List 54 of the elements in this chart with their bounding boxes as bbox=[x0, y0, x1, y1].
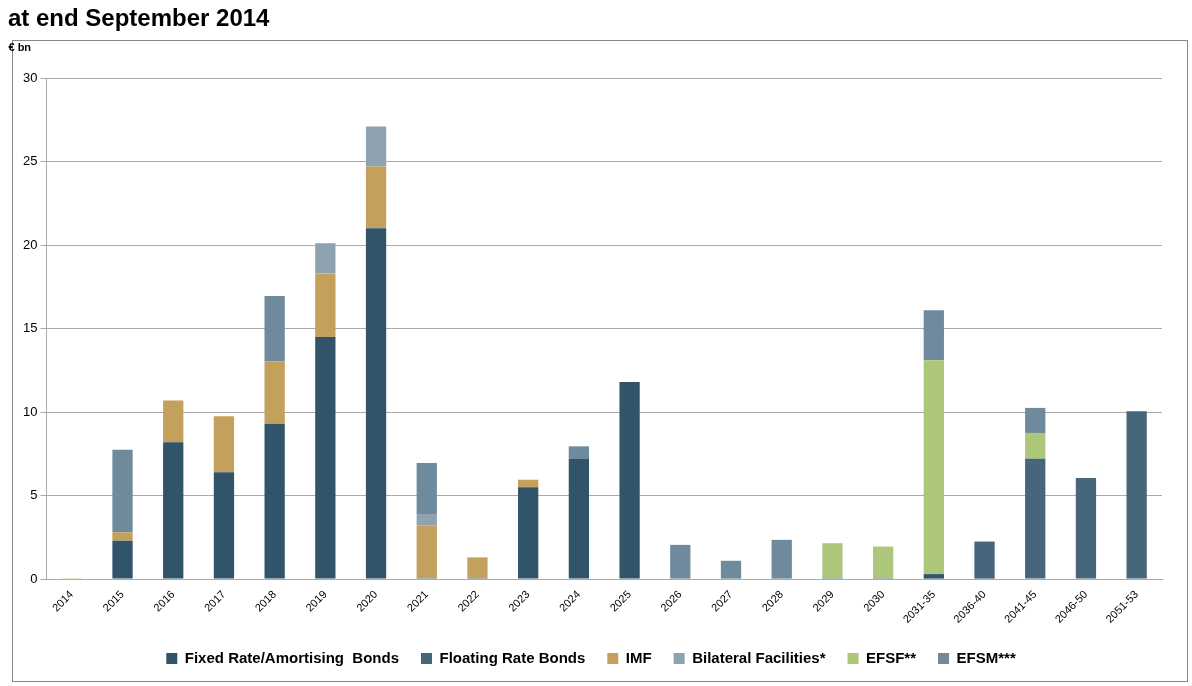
bar bbox=[670, 544, 691, 579]
legend-label: Bilateral Facilities* bbox=[692, 648, 826, 666]
bar bbox=[213, 416, 235, 473]
bar bbox=[771, 539, 792, 579]
bar bbox=[365, 166, 387, 229]
bar bbox=[163, 400, 184, 443]
bar bbox=[112, 540, 133, 579]
bar bbox=[568, 446, 590, 459]
chart-title: at end September 2014 bbox=[8, 4, 270, 32]
bar bbox=[720, 560, 742, 579]
legend-label: Fixed Rate/Amortising Bonds bbox=[184, 648, 399, 666]
legend-label: IMF bbox=[625, 648, 652, 666]
bar bbox=[213, 472, 235, 579]
bar bbox=[416, 463, 437, 514]
bar bbox=[822, 543, 843, 579]
bar bbox=[923, 574, 944, 579]
bar bbox=[365, 126, 387, 167]
bar bbox=[112, 532, 133, 541]
y-tick-label: 25 bbox=[22, 153, 38, 169]
bar bbox=[365, 228, 387, 579]
bar bbox=[1025, 458, 1046, 579]
y-tick-label: 20 bbox=[22, 236, 38, 252]
bar bbox=[1025, 432, 1046, 459]
bar bbox=[315, 273, 336, 337]
bar bbox=[568, 458, 590, 579]
legend-label: EFSM*** bbox=[956, 648, 1016, 666]
legend-label: Floating Rate Bonds bbox=[439, 648, 586, 666]
bar bbox=[467, 557, 488, 579]
bar bbox=[264, 423, 285, 579]
bar bbox=[315, 243, 336, 274]
bar bbox=[923, 310, 944, 361]
bar bbox=[416, 525, 437, 579]
bar bbox=[264, 361, 285, 424]
y-tick-label: 0 bbox=[30, 570, 38, 586]
y-tick-label: 30 bbox=[22, 69, 38, 85]
bar bbox=[163, 442, 184, 579]
bar bbox=[315, 336, 336, 579]
y-tick-label: 5 bbox=[30, 487, 38, 503]
y-tick-label: 10 bbox=[22, 403, 38, 419]
bar bbox=[1025, 407, 1046, 433]
bar bbox=[1075, 478, 1097, 579]
bar bbox=[619, 382, 640, 579]
bar bbox=[264, 295, 285, 362]
bar bbox=[112, 449, 133, 533]
y-tick-label: 15 bbox=[22, 320, 38, 336]
bar bbox=[518, 479, 539, 488]
bar bbox=[974, 541, 995, 579]
bar bbox=[923, 360, 944, 575]
bar bbox=[872, 546, 894, 579]
bar bbox=[518, 487, 539, 579]
y-axis-title: € bn bbox=[8, 41, 32, 54]
legend-label: EFSF** bbox=[866, 648, 917, 666]
bar bbox=[1126, 411, 1147, 579]
bar bbox=[416, 513, 437, 526]
